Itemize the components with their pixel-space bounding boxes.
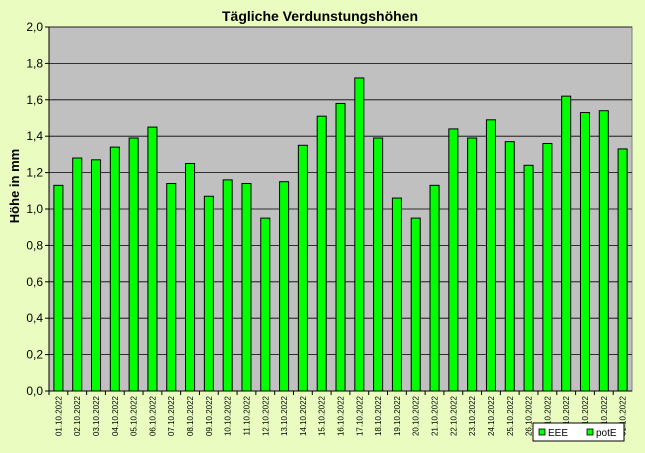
bar	[542, 142, 553, 392]
bar	[410, 217, 421, 392]
x-tick-label: 09.10.2022	[205, 395, 214, 436]
legend: EEE potE	[532, 422, 625, 442]
x-tick-label: 31.10.2022	[619, 395, 628, 436]
bar	[561, 95, 572, 392]
bar	[109, 146, 120, 392]
bar	[467, 137, 478, 392]
bar	[222, 179, 233, 392]
x-tick-label: 21.10.2022	[431, 395, 440, 436]
x-tick-label: 18.10.2022	[374, 395, 383, 436]
bar	[241, 183, 252, 392]
x-tick-label: 14.10.2022	[299, 395, 308, 436]
x-tick-label: 20.10.2022	[412, 395, 421, 436]
x-tick-label: 11.10.2022	[242, 395, 251, 435]
x-tick-label: 08.10.2022	[186, 395, 195, 436]
bar	[166, 183, 177, 392]
x-tick-label: 15.10.2022	[318, 395, 327, 436]
x-tick-label: 07.10.2022	[167, 395, 176, 436]
bar	[203, 195, 214, 392]
y-tick-label: 1,6	[26, 93, 43, 107]
bar	[72, 157, 83, 392]
bar	[354, 77, 365, 392]
x-tick-label: 25.10.2022	[506, 395, 515, 436]
y-tick-label: 0,8	[26, 238, 43, 252]
x-tick-label: 12.10.2022	[261, 395, 270, 436]
y-tick-label: 2,0	[26, 20, 43, 34]
x-tick-label: 03.10.2022	[92, 395, 101, 436]
bar	[260, 217, 271, 392]
x-tick-label: 23.10.2022	[468, 395, 477, 436]
bar	[391, 197, 402, 392]
x-tick-label: 30.10.2022	[600, 395, 609, 436]
y-tick-label: 0,4	[26, 311, 43, 325]
bar	[485, 119, 496, 392]
y-tick-label: 1,2	[26, 166, 43, 180]
bar	[617, 148, 628, 392]
x-tick-label: 01.10.2022	[54, 395, 63, 436]
y-tick-label: 0,6	[26, 275, 43, 289]
x-tick-label: 10.10.2022	[224, 395, 233, 436]
legend-label: potE	[596, 428, 617, 439]
bar	[128, 137, 139, 392]
bar	[523, 164, 534, 392]
y-tick-label: 1,4	[26, 129, 43, 143]
bar	[429, 184, 440, 392]
legend-swatch	[538, 428, 546, 436]
x-tick-label: 27.10.2022	[543, 395, 552, 436]
bar	[598, 110, 609, 392]
y-tick-label: 1,8	[26, 56, 43, 70]
x-tick-label: 24.10.2022	[487, 395, 496, 436]
bar	[504, 141, 515, 392]
bar	[279, 181, 290, 392]
bar	[335, 102, 346, 392]
y-tick-label: 1,0	[26, 202, 43, 216]
x-tick-label: 05.10.2022	[130, 395, 139, 436]
bar	[297, 144, 308, 392]
x-tick-label: 22.10.2022	[449, 395, 458, 436]
plot-area: 0,0 0,2 0,4 0,6 0,8 1,0 1,2 1,4 1,6 1,8 2,0 01.10.2…	[26, 20, 633, 436]
x-tick-label: 04.10.2022	[111, 395, 120, 436]
bar	[579, 112, 590, 392]
bar	[91, 159, 102, 392]
x-tick-label: 19.10.2022	[393, 395, 402, 436]
y-tick-label: 0,2	[26, 348, 43, 362]
x-tick-label: 26.10.2022	[525, 395, 534, 436]
legend-box	[532, 422, 625, 442]
chart-title: Tägliche Verdunstungshöhen	[222, 8, 418, 24]
bar	[373, 137, 384, 392]
x-tick-label: 17.10.2022	[355, 395, 364, 436]
x-tick-label: 06.10.2022	[148, 395, 157, 436]
x-tick-label: 13.10.2022	[280, 395, 289, 436]
bar	[147, 126, 158, 392]
y-axis-label: Höhe in mm	[7, 149, 22, 223]
x-tick-label: 28.10.2022	[562, 395, 571, 436]
bar	[53, 184, 64, 392]
x-tick-label: 02.10.2022	[73, 395, 82, 436]
bar	[316, 115, 327, 392]
legend-swatch	[586, 428, 594, 436]
y-tick-label: 0,0	[26, 384, 43, 398]
bar	[448, 128, 459, 392]
x-tick-label: 16.10.2022	[337, 395, 346, 436]
bar	[185, 163, 196, 392]
legend-label: EEE	[548, 428, 568, 439]
x-tick-label: 29.10.2022	[581, 395, 590, 436]
